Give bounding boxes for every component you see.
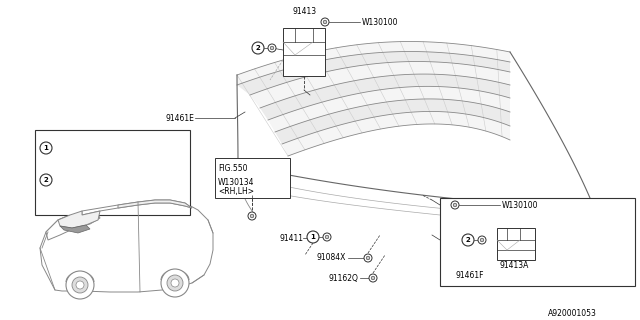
Bar (440, 198, 635, 286)
Circle shape (161, 269, 189, 297)
Text: W140019(0407-): W140019(0407-) (57, 150, 113, 156)
Polygon shape (282, 111, 510, 156)
Bar (215, 158, 290, 198)
Polygon shape (275, 99, 510, 144)
Polygon shape (58, 211, 100, 228)
Polygon shape (46, 210, 100, 240)
Circle shape (478, 236, 486, 244)
Bar (35, 130, 190, 215)
Circle shape (451, 201, 459, 209)
Text: 91084X: 91084X (317, 253, 346, 262)
Circle shape (248, 212, 256, 220)
Polygon shape (60, 225, 90, 233)
Text: W140011(-0406): W140011(-0406) (57, 140, 113, 146)
Text: 1: 1 (44, 145, 49, 151)
Text: W130013(-0510): W130013(-0510) (57, 170, 113, 176)
Text: W130134: W130134 (218, 178, 255, 187)
Text: <RH,LH>: <RH,LH> (218, 187, 254, 196)
Text: 91461F: 91461F (455, 270, 483, 279)
Polygon shape (82, 200, 192, 215)
Text: 91411: 91411 (279, 234, 303, 243)
Circle shape (321, 18, 329, 26)
Circle shape (270, 46, 274, 50)
Polygon shape (237, 52, 510, 95)
Circle shape (323, 233, 331, 241)
Circle shape (250, 214, 254, 218)
Text: 91461E: 91461E (165, 114, 194, 123)
Text: 91162Q: 91162Q (328, 274, 358, 283)
Text: A920001053: A920001053 (548, 308, 596, 317)
Text: 2: 2 (255, 45, 260, 51)
Text: 1: 1 (310, 234, 316, 240)
Polygon shape (237, 42, 510, 85)
Circle shape (252, 42, 264, 54)
Circle shape (453, 203, 457, 207)
Circle shape (307, 231, 319, 243)
Circle shape (167, 275, 183, 291)
Circle shape (171, 279, 179, 287)
Polygon shape (118, 200, 192, 208)
Circle shape (40, 174, 52, 186)
Polygon shape (268, 86, 510, 132)
Polygon shape (260, 74, 510, 120)
Text: W130100: W130100 (362, 18, 399, 27)
Circle shape (40, 142, 52, 154)
Circle shape (325, 235, 329, 239)
Bar (283, 28, 325, 76)
Circle shape (369, 274, 377, 282)
Circle shape (76, 281, 84, 289)
Text: 91413A: 91413A (500, 260, 529, 269)
Text: W130100: W130100 (502, 201, 538, 210)
Text: FIG.550: FIG.550 (218, 164, 248, 172)
Polygon shape (40, 200, 213, 292)
Circle shape (366, 256, 370, 260)
Text: 2: 2 (466, 237, 470, 243)
Text: 2: 2 (44, 177, 49, 183)
Circle shape (480, 238, 484, 242)
Text: W140049(0510-): W140049(0510-) (57, 182, 113, 188)
Polygon shape (250, 61, 510, 108)
Bar (497, 228, 535, 260)
Circle shape (364, 254, 372, 262)
Circle shape (268, 44, 276, 52)
Circle shape (323, 20, 327, 24)
Circle shape (462, 234, 474, 246)
Circle shape (66, 271, 94, 299)
Circle shape (72, 277, 88, 293)
Text: 91413: 91413 (293, 6, 317, 15)
Circle shape (371, 276, 375, 280)
